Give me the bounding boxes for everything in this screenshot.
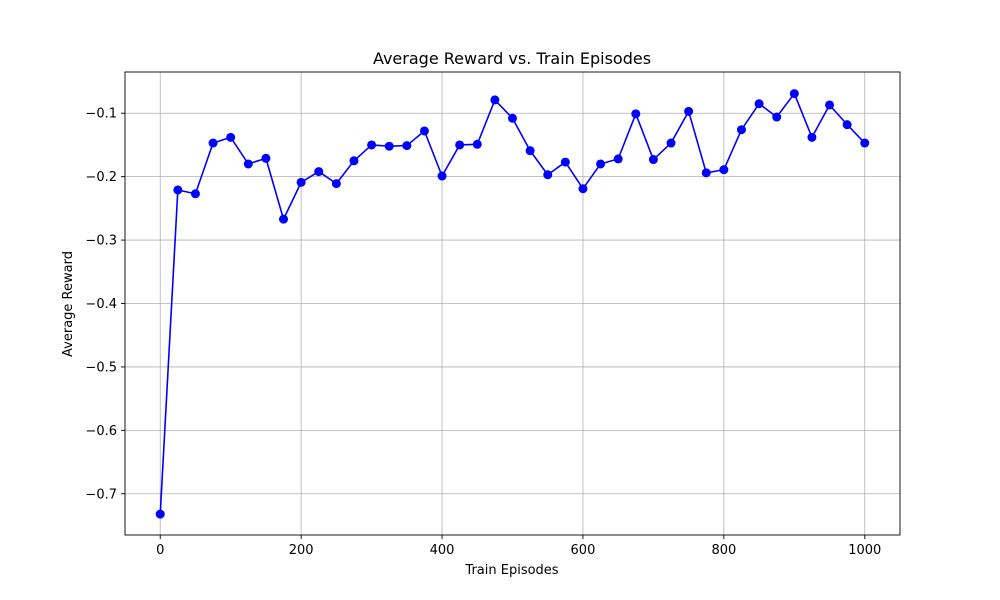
data-point <box>243 159 253 169</box>
y-tick-label: −0.3 <box>85 234 117 249</box>
data-point <box>331 179 341 189</box>
axis-ticks: 0 200 400 600 800 1000 −0.7 −0.6 −0.5 −0.4 −0.3 −0.… <box>85 107 881 558</box>
y-tick-label: −0.4 <box>85 297 117 312</box>
data-point <box>596 159 606 169</box>
data-point <box>419 126 429 136</box>
data-point <box>173 185 183 195</box>
data-point <box>349 156 359 166</box>
y-tick-label: −0.5 <box>85 360 117 375</box>
y-axis-label: Average Reward <box>61 251 76 357</box>
data-point <box>455 140 465 150</box>
x-tick-label: 600 <box>571 543 596 558</box>
data-point <box>825 100 835 110</box>
data-point <box>666 138 676 148</box>
x-tick-label: 1000 <box>848 543 881 558</box>
grid-lines <box>125 72 900 535</box>
data-point <box>543 170 553 180</box>
x-axis-label: Train Episodes <box>464 563 558 578</box>
data-point <box>807 132 817 142</box>
plot-area <box>155 89 870 519</box>
data-point <box>261 153 271 163</box>
x-tick-label: 400 <box>430 543 455 558</box>
data-point <box>560 157 570 167</box>
data-point <box>719 165 729 175</box>
chart-title: Average Reward vs. Train Episodes <box>373 49 651 68</box>
data-point <box>155 509 165 519</box>
data-point <box>754 99 764 109</box>
x-tick-label: 0 <box>156 543 164 558</box>
data-point <box>736 125 746 135</box>
data-point <box>226 132 236 142</box>
data-point <box>578 184 588 194</box>
data-point <box>789 89 799 99</box>
data-point <box>631 109 641 119</box>
data-point <box>508 113 517 123</box>
y-tick-label: −0.1 <box>85 107 117 122</box>
data-point <box>684 106 694 116</box>
data-point <box>525 146 535 156</box>
data-point <box>296 177 306 187</box>
data-point <box>367 140 377 150</box>
data-point <box>208 138 218 148</box>
data-point <box>472 139 482 149</box>
data-point <box>860 138 870 148</box>
y-tick-label: −0.2 <box>85 170 117 185</box>
data-point <box>384 141 394 151</box>
data-point <box>490 95 500 105</box>
data-point <box>613 154 623 164</box>
x-tick-label: 200 <box>289 543 314 558</box>
y-tick-label: −0.6 <box>85 424 117 439</box>
data-point <box>314 167 324 177</box>
data-point <box>648 155 658 165</box>
y-tick-label: −0.7 <box>85 487 117 502</box>
data-point <box>701 168 711 178</box>
data-point <box>402 141 412 151</box>
data-point <box>842 120 852 130</box>
data-point <box>437 171 447 181</box>
data-point <box>772 112 782 122</box>
data-point <box>279 214 289 224</box>
x-tick-label: 800 <box>711 543 736 558</box>
data-point <box>190 189 200 199</box>
